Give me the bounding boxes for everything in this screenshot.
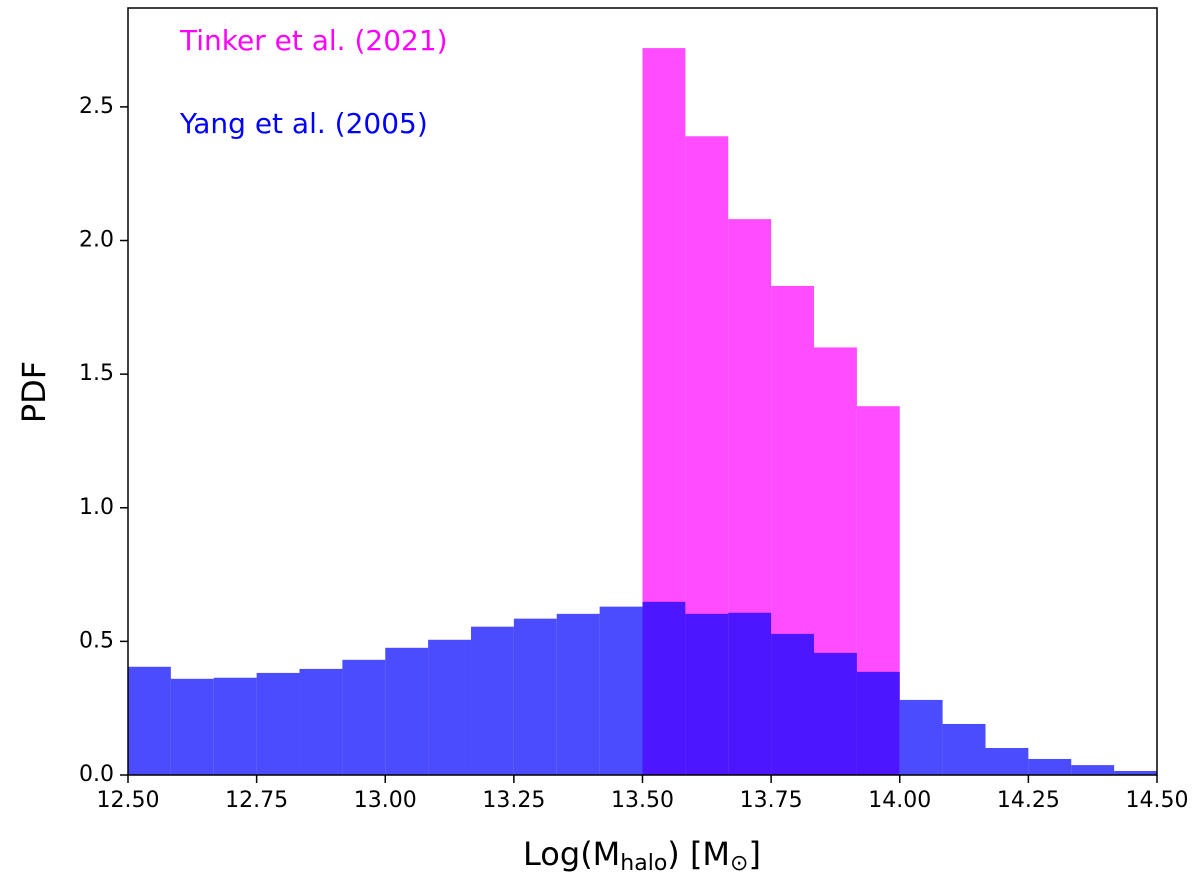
bar: [985, 748, 1029, 775]
bar: [856, 671, 900, 775]
y-tick-label: 0.0: [79, 762, 114, 787]
bar: [942, 723, 986, 775]
legend-label: Tinker et al. (2021): [179, 24, 448, 57]
x-axis-label-part: ⊙: [730, 851, 748, 876]
x-tick-label: 13.75: [740, 788, 803, 813]
bar: [771, 633, 814, 775]
bar: [1114, 770, 1157, 775]
y-tick-label: 2.5: [79, 94, 114, 119]
y-tick-label: 1.5: [79, 361, 114, 386]
legend-label: Yang et al. (2005): [179, 107, 428, 140]
x-axis-label-part: halo: [620, 851, 667, 876]
bar: [471, 626, 514, 775]
bar: [899, 699, 943, 775]
bar: [170, 678, 214, 775]
x-tick-label: 14.50: [1126, 788, 1189, 813]
bar: [428, 639, 472, 775]
bar: [728, 612, 772, 775]
x-axis-label: Log(Mhalo) [M⊙]: [523, 835, 761, 876]
bar: [513, 618, 557, 775]
bar: [556, 613, 600, 775]
y-tick-label: 1.0: [79, 495, 114, 520]
x-axis-label-part: ]: [748, 835, 760, 873]
bar: [342, 659, 386, 775]
bar: [1071, 765, 1115, 775]
x-tick-label: 13.25: [482, 788, 545, 813]
bar: [642, 601, 686, 775]
x-tick-label: 14.00: [868, 788, 931, 813]
x-axis-label-part: Log(M: [523, 835, 620, 873]
bar: [128, 666, 171, 775]
y-tick-label: 2.0: [79, 228, 114, 253]
x-tick-label: 12.75: [225, 788, 288, 813]
bar: [385, 647, 429, 775]
x-tick-label: 14.25: [997, 788, 1060, 813]
bar: [299, 668, 343, 775]
x-tick-label: 12.50: [97, 788, 160, 813]
bar: [213, 677, 257, 775]
x-tick-label: 13.50: [611, 788, 674, 813]
bar: [1028, 758, 1072, 775]
bar: [599, 606, 643, 775]
bar: [813, 652, 857, 775]
x-tick-label: 13.00: [354, 788, 417, 813]
bar: [685, 613, 729, 775]
y-axis-label: PDF: [15, 361, 53, 423]
y-tick-label: 0.5: [79, 628, 114, 653]
bar: [256, 672, 300, 775]
x-axis-label-part: ) [M: [667, 835, 730, 873]
